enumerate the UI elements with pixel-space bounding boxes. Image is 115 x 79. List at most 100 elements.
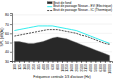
x-tick: 200 — [27, 61, 31, 70]
x-tick: 6300 — [99, 61, 103, 72]
y-tick: 50 — [5, 41, 12, 45]
y-tick-mark — [10, 33, 12, 34]
x-tick-mark — [24, 61, 25, 63]
x-tick: 5000 — [94, 61, 98, 72]
y-tick-mark — [10, 24, 12, 25]
x-tick: 2500 — [80, 61, 84, 72]
y-tick-label: 50 — [5, 41, 9, 45]
x-tick-label: 1000 — [61, 64, 65, 72]
y-tick: 40 — [5, 50, 12, 54]
legend-swatch — [47, 2, 52, 4]
x-tick-label: 100 — [13, 64, 17, 70]
y-tick: 70 — [5, 23, 12, 27]
x-tick: 315 — [37, 61, 41, 70]
area — [14, 37, 109, 61]
x-tick: 125 — [18, 61, 22, 70]
x-tick-mark — [52, 61, 53, 63]
grid — [12, 15, 112, 61]
x-tick-label: 2000 — [75, 64, 79, 72]
x-tick-label: 1250 — [65, 64, 69, 72]
x-tick-mark — [76, 61, 77, 63]
x-tick-label: 630 — [51, 64, 55, 70]
x-tick: 100 — [13, 61, 17, 70]
y-tick-label: 30 — [5, 60, 9, 64]
x-tick-label: 500 — [46, 64, 50, 70]
x-tick: 1600 — [70, 61, 74, 72]
x-tick: 1000 — [61, 61, 65, 72]
x-tick: 1250 — [65, 61, 69, 72]
grid-line — [12, 24, 112, 25]
x-tick: 2000 — [75, 61, 79, 72]
x-tick-label: 160 — [23, 64, 27, 70]
y-axis-line — [10, 14, 13, 62]
x-tick-label: 10000 — [108, 64, 112, 74]
y-tick-mark — [10, 52, 12, 53]
x-tick: 400 — [42, 61, 46, 70]
y-tick-label: 80 — [5, 13, 9, 17]
y-tick-label: 40 — [5, 50, 9, 54]
line — [14, 30, 109, 45]
x-tick-label: 800 — [56, 64, 60, 70]
y-tick: 60 — [5, 32, 12, 36]
x-tick-mark — [86, 61, 87, 63]
plot: 3040506070801001251602002503154005006308… — [5, 13, 112, 73]
x-tick-mark — [19, 61, 20, 63]
x-tick-label: 1600 — [70, 64, 74, 72]
x-tick-mark — [105, 61, 106, 63]
x-tick-label: 2500 — [80, 64, 84, 72]
legend-item: Bruit de passage Nissan - IC (Thermique) — [47, 8, 112, 12]
x-tick-label: 315 — [37, 64, 41, 70]
x-tick: 630 — [51, 61, 55, 70]
x-tick-mark — [57, 61, 58, 63]
x-axis-title: Fréquence centrale 1/3 d'octave (Hz) — [33, 75, 90, 79]
x-tick: 500 — [46, 61, 50, 70]
x-tick: 3150 — [84, 61, 88, 72]
legend-swatch — [47, 10, 52, 11]
y-axis-title: SPL (dB(A)) — [0, 28, 4, 47]
grid-line — [12, 14, 112, 15]
y-tick: 30 — [5, 60, 12, 64]
x-tick-mark — [38, 61, 39, 63]
x-tick-mark — [67, 61, 68, 63]
x-tick-mark — [43, 61, 44, 63]
x-tick-mark — [91, 61, 92, 63]
x-tick-mark — [48, 61, 49, 63]
x-tick-mark — [72, 61, 73, 63]
marks — [14, 26, 109, 61]
x-tick-label: 6300 — [99, 64, 103, 72]
x-tick-label: 125 — [18, 64, 22, 70]
x-tick-mark — [100, 61, 101, 63]
x-axis: 1001251602002503154005006308001000125016… — [13, 61, 113, 74]
x-tick-mark — [62, 61, 63, 63]
x-tick-mark — [95, 61, 96, 63]
x-tick: 800 — [56, 61, 60, 70]
x-tick-label: 5000 — [94, 64, 98, 72]
x-tick-mark — [29, 61, 30, 63]
x-tick-mark — [14, 61, 15, 63]
x-axis-line — [13, 62, 113, 64]
x-tick-mark — [81, 61, 82, 63]
y-tick-mark — [10, 43, 12, 44]
x-tick-mark — [110, 61, 111, 63]
x-tick: 4000 — [89, 61, 93, 72]
x-tick-label: 8000 — [103, 64, 107, 72]
x-tick: 10000 — [108, 61, 112, 74]
legend: Bruit de fondBruit de passage Nissan - E… — [47, 1, 112, 13]
x-tick: 250 — [32, 61, 36, 70]
line — [14, 26, 109, 44]
x-tick-label: 200 — [27, 64, 31, 70]
x-tick-label: 4000 — [89, 64, 93, 72]
legend-label: Bruit de passage Nissan - IC (Thermique) — [53, 8, 112, 12]
x-tick: 8000 — [103, 61, 107, 72]
y-tick-label: 70 — [5, 23, 9, 27]
y-tick-mark — [10, 15, 12, 16]
chart-svg: 3040506070801001251602002503154005006308… — [0, 0, 115, 79]
x-tick-label: 400 — [42, 64, 46, 70]
legend-swatch — [47, 6, 52, 7]
y-tick-mark — [10, 61, 12, 62]
x-tick-label: 3150 — [84, 64, 88, 72]
y-tick: 80 — [5, 13, 12, 17]
x-tick-mark — [33, 61, 34, 63]
y-axis: 30 40 50 60 70 80 — [5, 13, 12, 63]
x-tick-label: 250 — [32, 64, 36, 70]
